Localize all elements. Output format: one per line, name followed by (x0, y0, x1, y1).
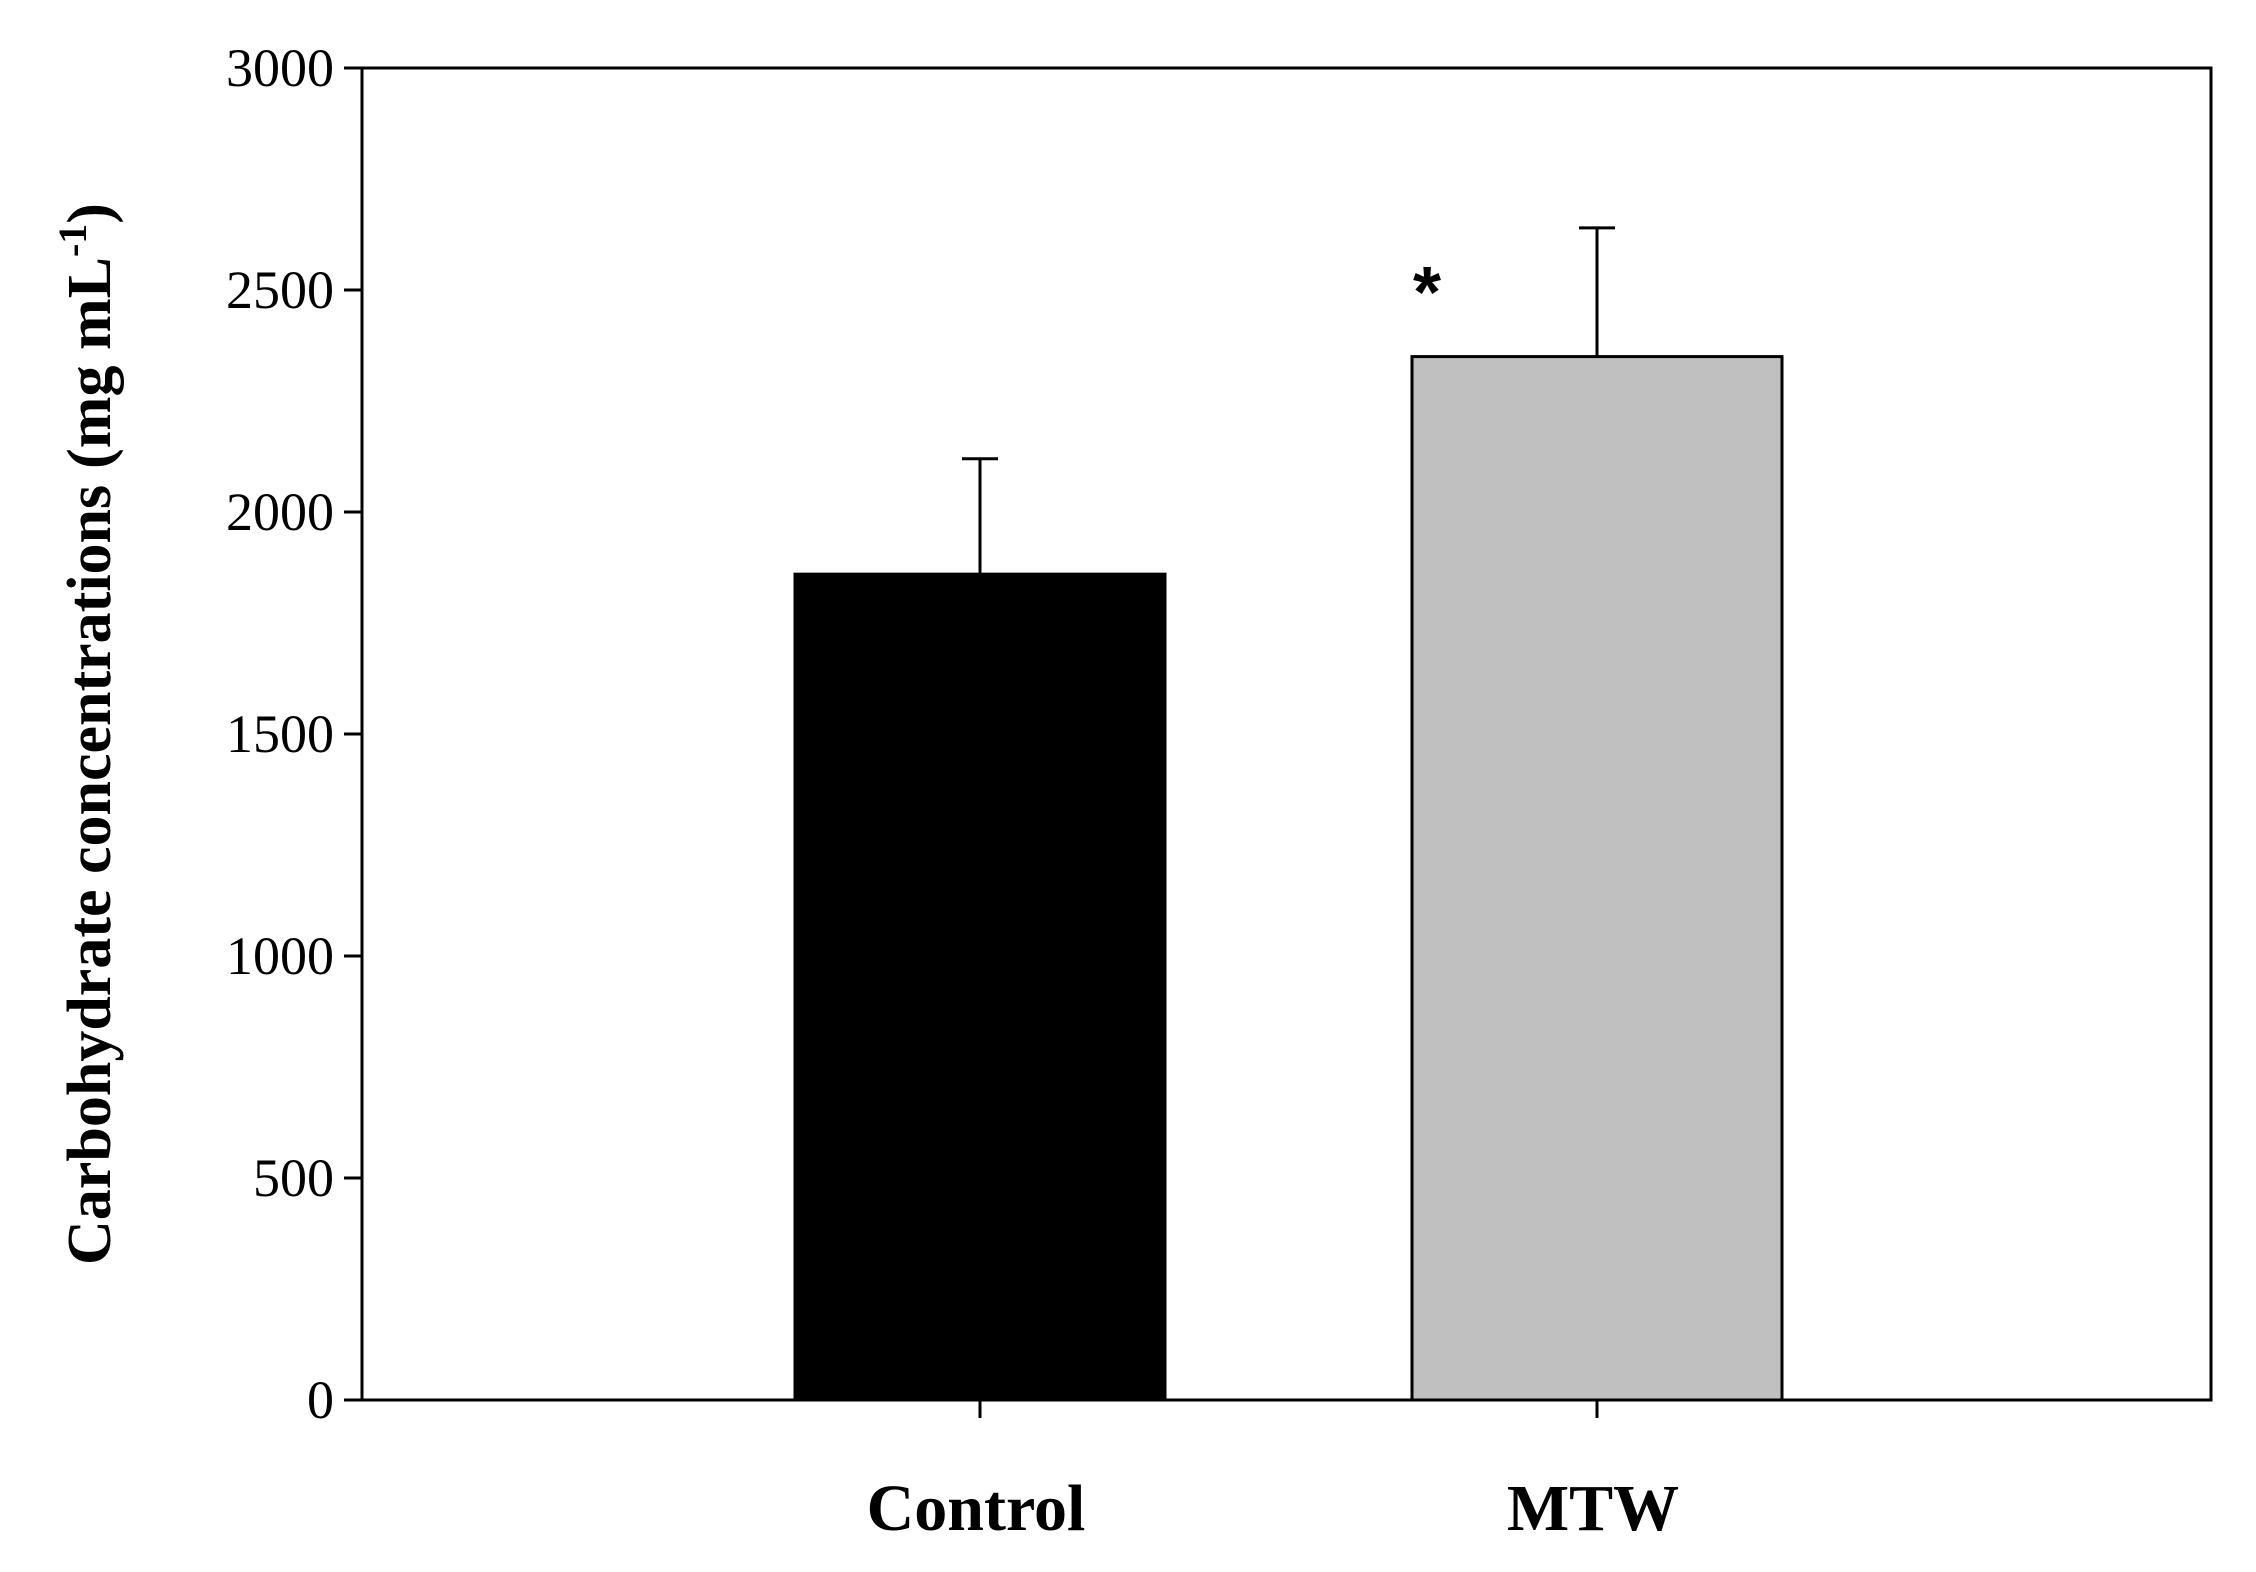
y-tick-label: 2000 (226, 482, 334, 542)
y-axis-title-suffix: ) (56, 203, 124, 224)
significance-marks-group: * (1413, 253, 1441, 333)
y-tick-label: 500 (253, 1148, 334, 1208)
error-bars-group (962, 226, 1615, 575)
x-tick-label-mtw: MTW (1507, 1472, 1679, 1545)
y-tick-label: 3000 (226, 38, 334, 98)
significance-asterisk: * (1413, 253, 1441, 333)
y-axis-title-superscript: -1 (50, 224, 95, 257)
y-tick-label: 1500 (226, 704, 334, 764)
x-tick-label-control: Control (867, 1472, 1086, 1545)
y-tick-label: 1000 (226, 926, 334, 986)
bars-group (793, 355, 1784, 1402)
y-tick-label: 0 (307, 1370, 334, 1430)
y-axis: 0 500 1000 1500 2000 2500 3000 (226, 38, 362, 1430)
bar-mtw (1410, 355, 1784, 1402)
x-axis: Control MTW (867, 1400, 1679, 1545)
bar-control (793, 572, 1167, 1402)
y-axis-title-unit: (mg mL (56, 257, 124, 469)
y-axis-title: Carbohydrate concentrations (mg mL-1) (50, 203, 124, 1265)
y-axis-title-main: Carbohydrate concentrations (56, 485, 124, 1265)
plot-frame (360, 66, 2213, 1402)
y-tick-label: 2500 (226, 260, 334, 320)
